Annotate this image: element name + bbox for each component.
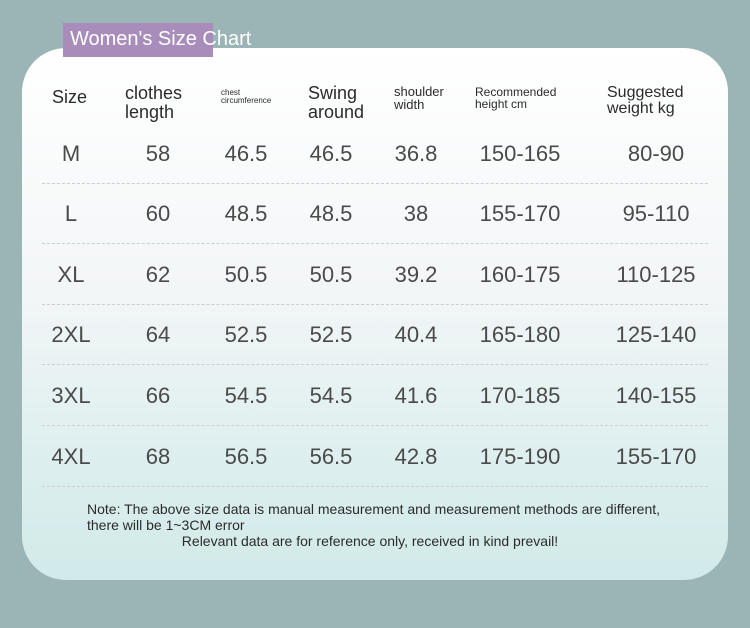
header-clothes-length-line2: length <box>125 102 175 122</box>
cell-shoulder: 38 <box>403 201 429 226</box>
cell-weight: 155-170 <box>615 444 697 469</box>
row-divider <box>42 425 708 426</box>
header-weight-line2: weight kg <box>607 100 675 117</box>
header-size: Size <box>52 87 88 107</box>
cell-chest: 50.5 <box>224 262 268 287</box>
cell-shoulder: 39.2 <box>394 262 438 287</box>
cell-size: XL <box>57 262 85 287</box>
row-divider <box>42 183 708 184</box>
row-divider <box>42 486 708 487</box>
measurement-note: Note: The above size data is manual meas… <box>87 501 661 533</box>
cell-swing: 46.5 <box>309 141 353 166</box>
cell-height: 165-180 <box>479 322 561 347</box>
table-row-xl: XL 62 50.5 50.5 39.2 160-175 110-125 <box>42 245 708 305</box>
header-weight-line1: Suggested <box>607 84 684 101</box>
cell-weight: 140-155 <box>615 383 697 408</box>
header-shoulder-line2: width <box>394 97 425 112</box>
size-chart-card <box>22 48 728 580</box>
cell-clothes-length: 58 <box>145 141 171 166</box>
cell-weight: 125-140 <box>615 322 697 347</box>
header-clothes-length-line1: clothes <box>125 83 183 103</box>
cell-shoulder: 36.8 <box>394 141 438 166</box>
row-divider <box>42 364 708 365</box>
cell-clothes-length: 60 <box>145 201 171 226</box>
header-chest-line1: chest <box>221 88 241 97</box>
cell-height: 155-170 <box>479 201 561 226</box>
header-swing-line1: Swing <box>308 83 358 103</box>
table-row-l: L 60 48.5 48.5 38 155-170 95-110 <box>42 184 708 244</box>
header-shoulder-line1: shoulder <box>394 84 444 99</box>
cell-shoulder: 42.8 <box>394 444 438 469</box>
cell-size: L <box>64 201 78 226</box>
cell-height: 175-190 <box>479 444 561 469</box>
cell-height: 170-185 <box>479 383 561 408</box>
cell-swing: 56.5 <box>309 444 353 469</box>
cell-swing: 48.5 <box>309 201 353 226</box>
cell-chest: 46.5 <box>224 141 268 166</box>
cell-chest: 48.5 <box>224 201 268 226</box>
cell-size: M <box>61 141 81 166</box>
cell-weight: 80-90 <box>627 141 685 166</box>
header-chest-line2: circumference <box>221 96 272 105</box>
cell-clothes-length: 66 <box>145 383 171 408</box>
cell-chest: 52.5 <box>224 322 268 347</box>
header-swing-line2: around <box>308 102 365 122</box>
table-row-m: M 58 46.5 46.5 36.8 150-165 80-90 <box>42 124 708 184</box>
row-divider <box>42 304 708 305</box>
header-height-line2: height cm <box>475 97 528 111</box>
reference-note: Relevant data are for reference only, re… <box>181 533 559 549</box>
cell-shoulder: 41.6 <box>394 383 438 408</box>
cell-size: 2XL <box>51 322 91 347</box>
cell-height: 150-165 <box>479 141 561 166</box>
table-row-2xl: 2XL 64 52.5 52.5 40.4 165-180 125-140 <box>42 305 708 365</box>
cell-chest: 56.5 <box>224 444 268 469</box>
table-row-4xl: 4XL 68 56.5 56.5 42.8 175-190 155-170 <box>42 427 708 487</box>
cell-clothes-length: 68 <box>145 444 171 469</box>
row-divider <box>42 243 708 244</box>
cell-size: 4XL <box>51 444 91 469</box>
cell-height: 160-175 <box>479 262 561 287</box>
cell-swing: 50.5 <box>309 262 353 287</box>
cell-clothes-length: 62 <box>145 262 171 287</box>
cell-chest: 54.5 <box>224 383 268 408</box>
cell-swing: 52.5 <box>309 322 353 347</box>
cell-swing: 54.5 <box>309 383 353 408</box>
chart-title: Women's Size Chart <box>63 23 251 57</box>
cell-shoulder: 40.4 <box>394 322 438 347</box>
cell-size: 3XL <box>51 383 91 408</box>
cell-clothes-length: 64 <box>145 322 171 347</box>
cell-weight: 95-110 <box>622 201 690 226</box>
table-row-3xl: 3XL 66 54.5 54.5 41.6 170-185 140-155 <box>42 366 708 426</box>
header-height-line1: Recommended <box>475 85 557 99</box>
cell-weight: 110-125 <box>616 262 696 287</box>
